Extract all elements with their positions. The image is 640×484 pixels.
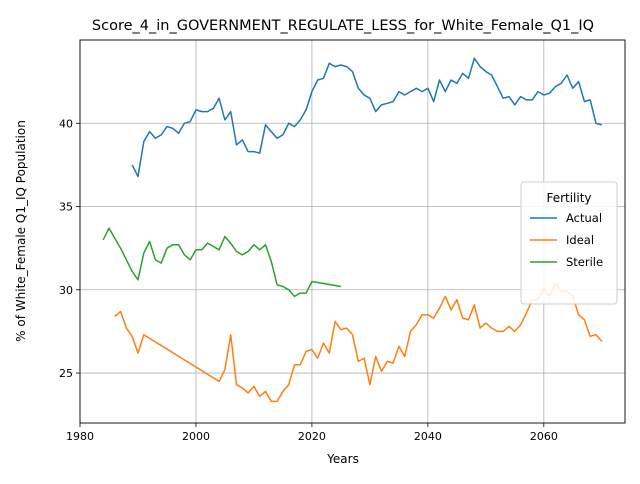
chart-title: Score_4_in_GOVERNMENT_REGULATE_LESS_for_… bbox=[92, 18, 594, 34]
y-tick-label: 40 bbox=[59, 117, 73, 130]
x-tick-label: 2000 bbox=[182, 430, 210, 443]
legend: Fertility Actual Ideal Sterile bbox=[520, 181, 618, 305]
x-tick-label: 1980 bbox=[66, 430, 94, 443]
x-tick-label: 2060 bbox=[530, 430, 558, 443]
legend-label-sterile: Sterile bbox=[566, 255, 603, 269]
x-axis-label: Years bbox=[326, 452, 359, 466]
x-tick-label: 2040 bbox=[414, 430, 442, 443]
y-tick-label: 35 bbox=[59, 201, 73, 214]
legend-box bbox=[520, 181, 618, 305]
axis-ticks: 1980 2000 2020 2040 2060 25 30 35 40 bbox=[59, 117, 558, 443]
y-tick-label: 25 bbox=[59, 367, 73, 380]
legend-entries: Actual Ideal Sterile bbox=[530, 211, 603, 269]
series-line-actual bbox=[131, 57, 602, 178]
plot-area-frame bbox=[79, 39, 626, 424]
y-tick-label: 30 bbox=[59, 284, 73, 297]
legend-label-actual: Actual bbox=[566, 211, 602, 225]
x-tick-label: 2020 bbox=[298, 430, 326, 443]
legend-title: Fertility bbox=[546, 191, 591, 205]
series-line-sterile bbox=[102, 227, 342, 298]
legend-label-ideal: Ideal bbox=[566, 233, 594, 247]
y-axis-label: % of White_Female Q1_IQ Population bbox=[14, 120, 28, 342]
